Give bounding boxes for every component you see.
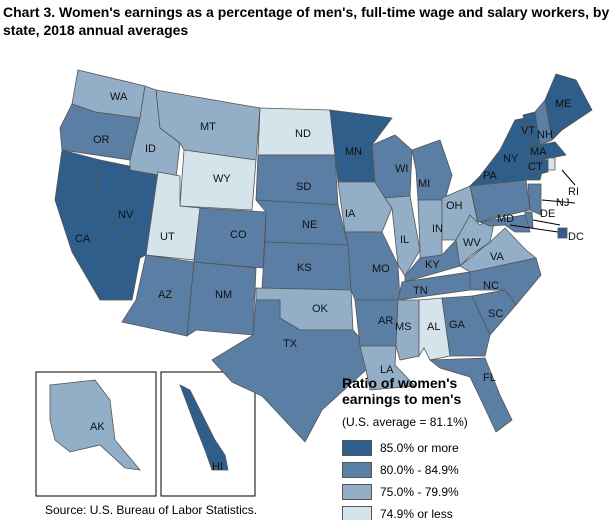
- state-label-in: IN: [432, 223, 443, 235]
- state-label-ca: CA: [75, 233, 91, 245]
- state-label-me: ME: [555, 98, 572, 110]
- state-label-dc: DC: [568, 231, 584, 243]
- state-label-nd: ND: [295, 128, 311, 140]
- state-nj: [527, 183, 542, 216]
- state-label-ri: RI: [568, 186, 579, 198]
- state-label-wi: WI: [395, 163, 408, 175]
- legend-label: 75.0% - 79.9%: [380, 485, 459, 499]
- state-label-nm: NM: [215, 289, 232, 301]
- state-label-ak: AK: [90, 421, 105, 433]
- state-label-sd: SD: [296, 181, 311, 193]
- state-label-ne: NE: [302, 219, 317, 231]
- state-label-la: LA: [380, 364, 394, 376]
- legend-heading-1: Ratio of women's: [342, 375, 458, 391]
- callout-line-de: [532, 219, 561, 226]
- callout-line-dc: [509, 224, 559, 233]
- state-label-wy: WY: [213, 173, 231, 185]
- state-label-co: CO: [230, 229, 247, 241]
- legend-swatch: [342, 484, 372, 500]
- state-label-az: AZ: [158, 289, 172, 301]
- state-label-ky: KY: [425, 259, 440, 271]
- state-ri: [547, 157, 556, 171]
- state-label-fl: FL: [483, 372, 496, 384]
- state-label-wa: WA: [110, 91, 128, 103]
- state-hi: [179, 384, 229, 471]
- state-dc: [557, 227, 568, 239]
- state-label-ct: CT: [528, 161, 543, 173]
- legend-item: 85.0% or more: [342, 437, 468, 459]
- state-label-mn: MN: [345, 146, 362, 158]
- state-label-nc: NC: [483, 280, 499, 292]
- alaska-inset-frame: [35, 371, 157, 497]
- state-label-ut: UT: [160, 231, 175, 243]
- state-wy: [179, 149, 257, 211]
- callout-line-ri: [561, 169, 576, 186]
- state-label-ga: GA: [449, 319, 466, 331]
- state-label-hi: HI: [212, 461, 223, 473]
- state-ms: [395, 299, 420, 361]
- state-md: [478, 214, 531, 233]
- state-sd: [255, 154, 339, 206]
- legend-heading-2: earnings to men's: [342, 391, 462, 407]
- state-ak: [49, 379, 141, 471]
- state-label-oh: OH: [446, 200, 463, 212]
- state-label-nv: NV: [118, 209, 134, 221]
- state-nm: [186, 261, 257, 337]
- state-ma: [529, 141, 567, 161]
- legend-swatch: [342, 462, 372, 478]
- state-ct: [531, 159, 549, 177]
- legend-swatch: [342, 440, 372, 456]
- state-mi: [411, 139, 453, 201]
- hawaii-inset-frame: [160, 371, 256, 497]
- state-label-il: IL: [400, 234, 409, 246]
- state-label-tx: TX: [283, 338, 298, 350]
- state-label-wv: WV: [463, 237, 481, 249]
- state-label-de: DE: [540, 208, 555, 220]
- state-label-or: OR: [93, 134, 110, 146]
- state-label-tn: TN: [413, 285, 428, 297]
- state-label-pa: PA: [483, 170, 498, 182]
- state-label-mi: MI: [418, 178, 430, 190]
- legend-item: 74.9% or less: [342, 503, 468, 520]
- state-label-ar: AR: [378, 315, 393, 327]
- state-label-id: ID: [145, 143, 156, 155]
- callout-line-nj: [541, 199, 576, 204]
- source-note: Source: U.S. Bureau of Labor Statistics.: [45, 503, 258, 517]
- state-label-mo: MO: [372, 263, 390, 275]
- state-ia: [337, 181, 393, 233]
- legend-item: 75.0% - 79.9%: [342, 481, 468, 503]
- state-label-ny: NY: [503, 153, 519, 165]
- legend-label: 74.9% or less: [380, 507, 453, 520]
- state-wv: [455, 213, 497, 267]
- state-label-mt: MT: [200, 121, 216, 133]
- state-label-ma: MA: [530, 146, 547, 158]
- legend-average: (U.S. average = 81.1%): [342, 415, 468, 429]
- state-fl: [428, 357, 513, 433]
- state-label-nh: NH: [537, 129, 553, 141]
- state-label-sc: SC: [488, 308, 503, 320]
- legend-item: 80.0% - 84.9%: [342, 459, 468, 481]
- state-label-vt: VT: [521, 125, 535, 137]
- state-label-ks: KS: [297, 262, 312, 274]
- legend-label: 80.0% - 84.9%: [380, 463, 459, 477]
- legend-label: 85.0% or more: [380, 441, 459, 455]
- state-label-ok: OK: [312, 303, 329, 315]
- state-az: [121, 254, 195, 337]
- state-label-ms: MS: [395, 321, 412, 333]
- state-label-ia: IA: [345, 208, 356, 220]
- state-label-nj: NJ: [556, 197, 569, 209]
- state-tx: [211, 299, 367, 443]
- state-label-al: AL: [427, 321, 440, 333]
- state-ga: [441, 295, 491, 357]
- legend-swatch: [342, 506, 372, 520]
- legend: Ratio of women's earnings to men's (U.S.…: [342, 375, 468, 520]
- state-label-md: MD: [497, 213, 514, 225]
- state-label-va: VA: [490, 251, 505, 263]
- state-me: [544, 73, 593, 141]
- chart-title: Chart 3. Women's earnings as a percentag…: [3, 4, 610, 38]
